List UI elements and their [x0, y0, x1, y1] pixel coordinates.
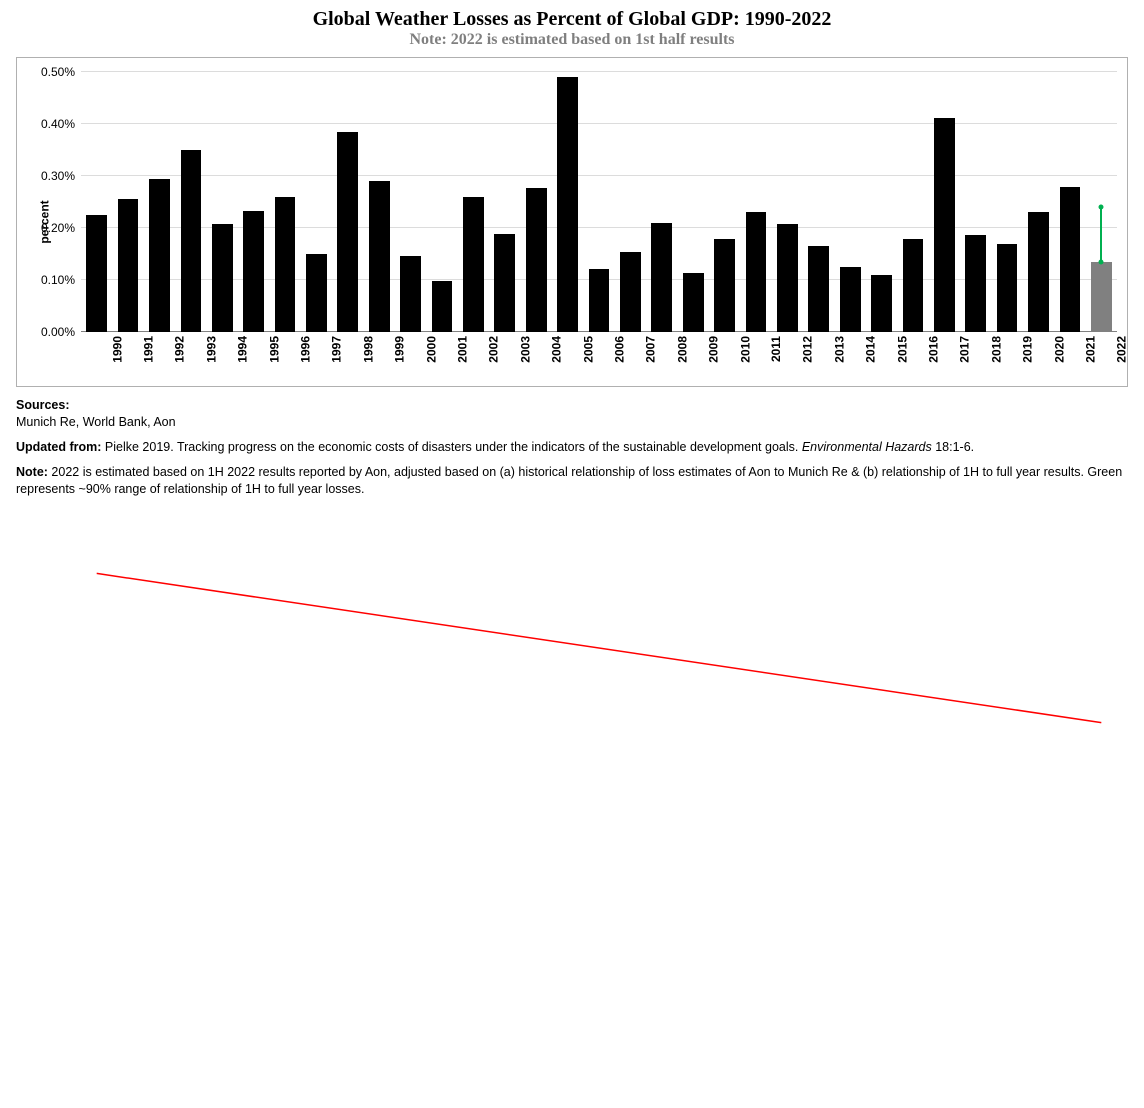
x-tick-label: 1990: [110, 336, 124, 363]
x-tick-label: 2022: [1115, 336, 1129, 363]
chart-title: Global Weather Losses as Percent of Glob…: [16, 8, 1128, 31]
bar: [337, 132, 358, 332]
x-tick-label: 2004: [550, 336, 564, 363]
bar: [557, 77, 578, 332]
plot-area: percent 0.00%0.10%0.20%0.30%0.40%0.50%19…: [16, 57, 1128, 387]
x-tick-label: 1997: [330, 336, 344, 363]
bar: [369, 181, 390, 332]
bar: [871, 275, 892, 332]
gridline: [81, 227, 1117, 228]
x-tick-label: 2020: [1052, 336, 1066, 363]
y-tick-label: 0.00%: [41, 325, 75, 339]
x-tick-label: 1998: [361, 336, 375, 363]
x-tick-label: 2017: [958, 336, 972, 363]
bar: [903, 239, 924, 332]
bar: [934, 118, 955, 332]
bar: [149, 179, 170, 332]
sources-text: Munich Re, World Bank, Aon: [16, 415, 176, 429]
chart-container: Global Weather Losses as Percent of Glob…: [16, 8, 1128, 497]
bar: [840, 267, 861, 332]
bar: [275, 197, 296, 332]
x-tick-label: 1992: [173, 336, 187, 363]
updated-from-journal: Environmental Hazards: [802, 440, 932, 454]
bar: [494, 234, 515, 332]
x-tick-label: 2000: [424, 336, 438, 363]
x-tick-label: 2002: [487, 336, 501, 363]
bar: [997, 244, 1018, 332]
bar: [400, 256, 421, 332]
bar: [714, 239, 735, 332]
bar: [306, 254, 327, 332]
x-tick-label: 2001: [455, 336, 469, 363]
x-tick-label: 2003: [518, 336, 532, 363]
bar: [965, 235, 986, 332]
y-tick-label: 0.50%: [41, 65, 75, 79]
footnotes: Sources: Munich Re, World Bank, Aon Upda…: [16, 397, 1128, 497]
x-tick-label: 1991: [141, 336, 155, 363]
gridline: [81, 175, 1117, 176]
y-tick-label: 0.20%: [41, 221, 75, 235]
x-tick-label: 2005: [581, 336, 595, 363]
x-tick-label: 1994: [236, 336, 250, 363]
x-tick-label: 2015: [895, 336, 909, 363]
bar: [746, 212, 767, 332]
x-tick-label: 2010: [738, 336, 752, 363]
sources-label: Sources:: [16, 398, 70, 412]
bar: [651, 223, 672, 332]
y-tick-label: 0.40%: [41, 117, 75, 131]
x-tick-label: 2008: [675, 336, 689, 363]
x-tick-label: 2012: [801, 336, 815, 363]
bar: [683, 273, 704, 332]
note-label: Note:: [16, 465, 48, 479]
bar: [526, 188, 547, 332]
bar: [589, 269, 610, 332]
error-bar: [1100, 207, 1102, 262]
x-tick-label: 2009: [707, 336, 721, 363]
bar: [212, 224, 233, 332]
chart-subtitle: Note: 2022 is estimated based on 1st hal…: [16, 31, 1128, 49]
bar: [463, 197, 484, 332]
bar: [118, 199, 139, 332]
x-tick-label: 1996: [298, 336, 312, 363]
gridline: [81, 71, 1117, 72]
x-tick-label: 1995: [267, 336, 281, 363]
x-tick-label: 2019: [1020, 336, 1034, 363]
bar: [1091, 262, 1112, 332]
bar: [777, 224, 798, 332]
bar: [620, 252, 641, 332]
updated-from-text-post: 18:1-6.: [932, 440, 974, 454]
gridline: [81, 123, 1117, 124]
x-tick-label: 2014: [863, 336, 877, 363]
bar: [432, 281, 453, 332]
bar: [243, 211, 264, 332]
trendline: [81, 72, 1117, 1108]
bar: [1060, 187, 1081, 332]
y-tick-label: 0.30%: [41, 169, 75, 183]
x-tick-label: 2007: [644, 336, 658, 363]
x-tick-label: 2021: [1083, 336, 1097, 363]
x-tick-label: 1999: [393, 336, 407, 363]
x-tick-label: 2016: [926, 336, 940, 363]
y-tick-label: 0.10%: [41, 273, 75, 287]
updated-from-text-pre: Pielke 2019. Tracking progress on the ec…: [101, 440, 801, 454]
x-tick-label: 2006: [612, 336, 626, 363]
updated-from-label: Updated from:: [16, 440, 101, 454]
error-bar-cap: [1099, 205, 1104, 210]
x-tick-label: 2011: [769, 336, 783, 362]
bar: [181, 150, 202, 332]
x-tick-label: 2013: [832, 336, 846, 363]
x-tick-label: 2018: [989, 336, 1003, 363]
bar: [86, 215, 107, 332]
x-tick-label: 1993: [204, 336, 218, 363]
note-text: 2022 is estimated based on 1H 2022 resul…: [16, 465, 1122, 496]
bar: [808, 246, 829, 332]
bar: [1028, 212, 1049, 332]
